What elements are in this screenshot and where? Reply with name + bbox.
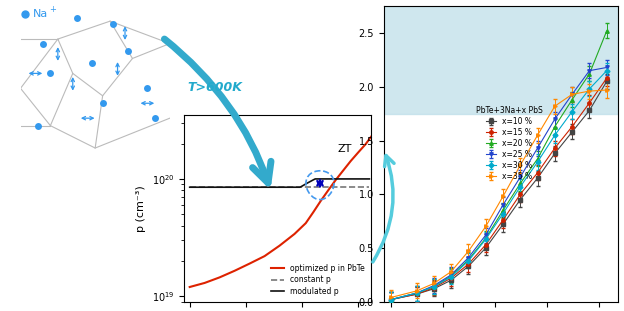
Text: T>600K: T>600K: [188, 81, 243, 94]
Y-axis label: ZT: ZT: [338, 144, 352, 154]
Text: +: +: [49, 5, 56, 14]
Bar: [384, 6, 618, 114]
Y-axis label: p (cm⁻³): p (cm⁻³): [136, 185, 146, 232]
Legend: x=10 %, x=15 %, x=20 %, x=25 %, x=30 %, x=35 %: x=10 %, x=15 %, x=20 %, x=25 %, x=30 %, …: [474, 104, 544, 182]
Text: Na: Na: [32, 9, 47, 19]
Legend: optimized p in PbTe, constant p, modulated p: optimized p in PbTe, constant p, modulat…: [268, 262, 368, 298]
